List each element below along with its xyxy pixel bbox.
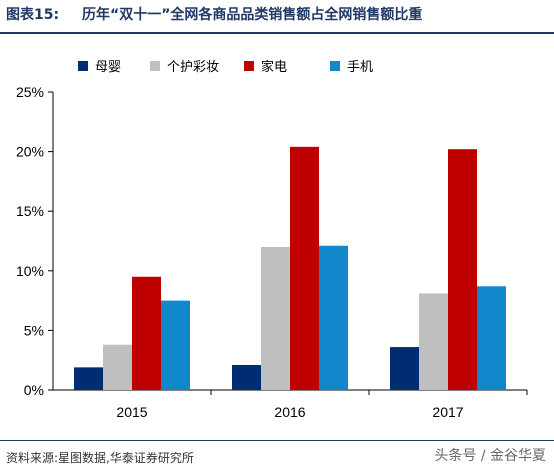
bar-2016-3 bbox=[319, 245, 348, 390]
legend-label-2: 家电 bbox=[261, 59, 287, 75]
y-tick-label-0: 0% bbox=[24, 382, 44, 398]
y-tick-label-5: 25% bbox=[16, 84, 44, 100]
chart-area: 母婴 个护彩妆 家电 手机 0% 5% 10% 15% 20% 25% 2015 2016 2017 bbox=[16, 59, 528, 420]
bar-2017-3 bbox=[477, 286, 506, 390]
bar-2016-2 bbox=[290, 146, 319, 390]
x-tick-label-0: 2015 bbox=[116, 404, 147, 420]
x-tick-label-1: 2016 bbox=[274, 404, 305, 420]
y-tick-label-3: 15% bbox=[16, 203, 44, 219]
bar-2017-2 bbox=[448, 149, 477, 390]
bar-2016-1 bbox=[261, 246, 290, 390]
x-tick-label-2: 2017 bbox=[432, 404, 463, 420]
source-note: 资料来源:星图数据,华泰证券研究所 bbox=[6, 451, 194, 465]
watermark: 头条号 / 金谷华夏 bbox=[434, 448, 546, 464]
y-tick-label-4: 20% bbox=[16, 144, 44, 160]
source-bar: 资料来源:星图数据,华泰证券研究所 头条号 / 金谷华夏 bbox=[0, 440, 554, 470]
bar-2015-3 bbox=[161, 300, 190, 390]
legend-swatch-2 bbox=[244, 61, 254, 71]
title-bar: 图表15: 历年“双十一”全网各商品品类销售额占全网销售额比重 bbox=[0, 0, 554, 34]
legend-swatch-1 bbox=[150, 61, 160, 71]
legend-label-0: 母婴 bbox=[95, 60, 121, 75]
figure-label: 图表15: bbox=[6, 7, 60, 23]
bar-2015-0 bbox=[74, 367, 103, 390]
legend-label-3: 手机 bbox=[347, 60, 373, 75]
chart-title: 历年“双十一”全网各商品品类销售额占全网销售额比重 bbox=[82, 7, 423, 23]
legend-swatch-0 bbox=[78, 61, 88, 71]
legend-label-1: 个护彩妆 bbox=[167, 60, 219, 75]
bar-2015-1 bbox=[103, 344, 132, 390]
legend-swatch-3 bbox=[330, 61, 340, 71]
bar-2015-2 bbox=[132, 276, 161, 390]
bar-2017-0 bbox=[390, 347, 419, 390]
y-tick-label-1: 5% bbox=[24, 322, 44, 338]
bar-2016-0 bbox=[232, 364, 261, 390]
bar-2017-1 bbox=[419, 293, 448, 390]
y-tick-label-2: 10% bbox=[16, 263, 44, 279]
